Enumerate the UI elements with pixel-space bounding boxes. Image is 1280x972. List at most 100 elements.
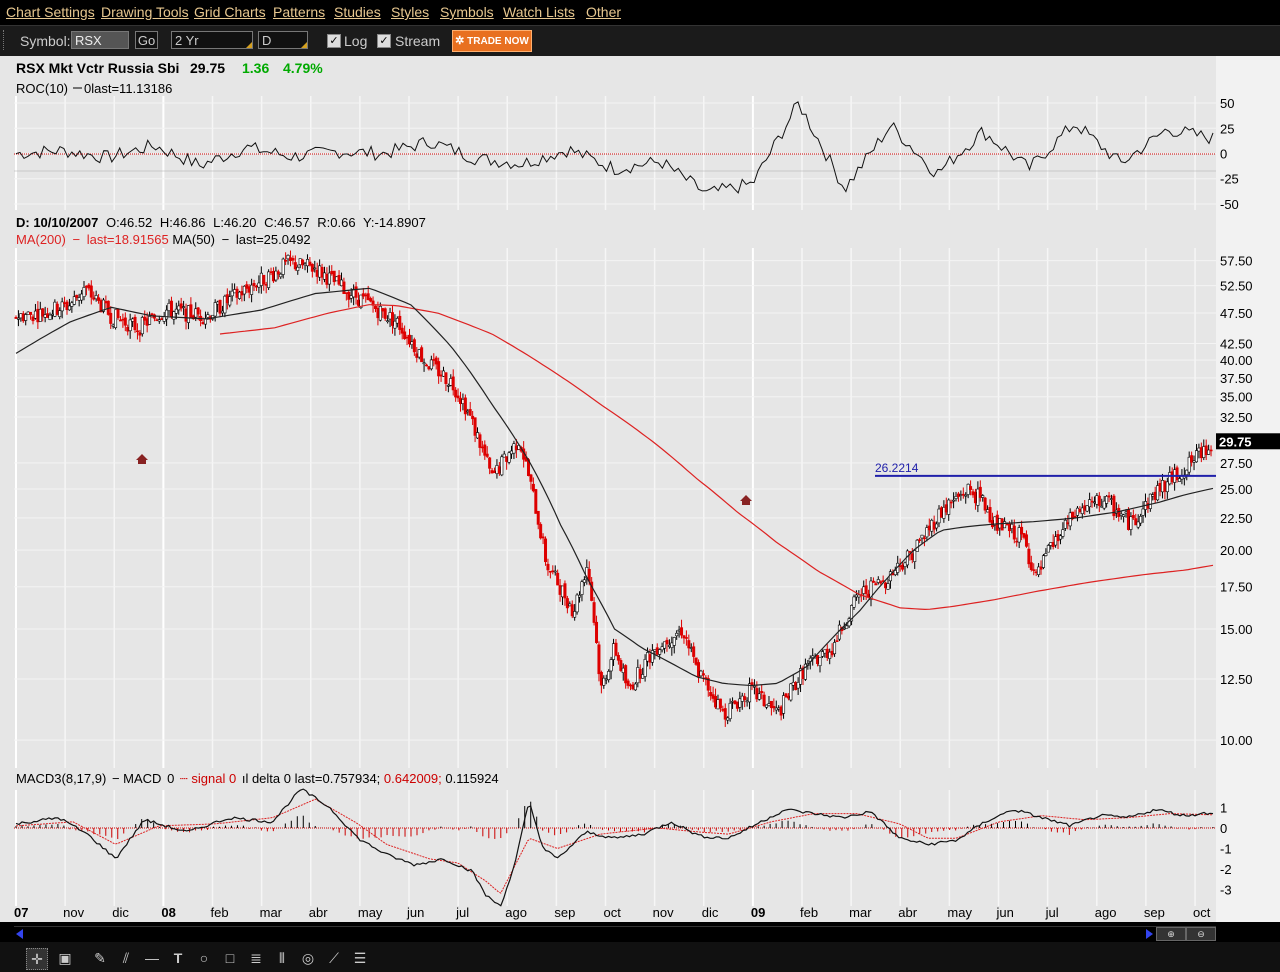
menu-other[interactable]: Other [586,4,622,20]
candle-body [1185,469,1189,476]
candle-body [684,637,688,639]
candle-body [459,397,463,404]
x-tick-label: mar [260,905,283,920]
period-select[interactable]: 2 Yr [171,31,253,49]
ohlc-high: H:46.86 [160,215,206,230]
time-scrollbar[interactable]: ⊕ ⊖ [14,926,1216,941]
candle-body [988,507,992,523]
go-button[interactable]: Go [135,31,158,49]
candle-body [356,299,360,306]
menu-patterns[interactable]: Patterns [273,4,326,20]
roc-last: 0last=11.13186 [84,81,172,96]
menu-symbols[interactable]: Symbols [440,4,494,20]
candle-body [735,701,739,709]
trade-icon: ✲ [455,35,465,47]
earnings-marker[interactable] [136,454,148,464]
candle-body [650,650,654,663]
pencil-icon[interactable]: ✎ [94,950,106,966]
menu-drawing-tools[interactable]: Drawing Tools [101,4,189,20]
spiral-icon[interactable]: ◎ [301,950,315,966]
candle-body [983,497,987,511]
candle-body [745,700,749,703]
select-icon[interactable]: ▣ [58,950,72,966]
ma50-swatch-text: − [222,232,230,247]
zoom-in-icon[interactable]: ⊕ [1156,927,1186,941]
interval-select[interactable]: D [258,31,308,49]
candle-body [1153,491,1157,500]
candle-body [1095,495,1099,505]
menu-grid-charts[interactable]: Grid Charts [194,4,266,20]
candle-body [971,491,975,496]
menu-studies[interactable]: Studies [334,4,381,20]
zoom-out-icon[interactable]: ⊖ [1186,927,1216,941]
fan-icon[interactable]: ⟋ [329,950,339,966]
candle-body [954,496,958,499]
macd-panel[interactable] [14,788,1216,907]
crosshair-icon[interactable]: ✛ [26,948,48,970]
horizontal-line-icon[interactable]: — [145,950,159,966]
candle-body [65,301,69,310]
earnings-marker[interactable] [740,495,752,505]
candle-body [1199,447,1203,459]
candle-body [952,499,956,502]
candle-body [930,519,934,532]
candle-body [835,640,839,642]
macd-axis: 1 0 -1 -2 -3 [1220,800,1232,897]
list-icon[interactable]: ☰ [353,950,367,966]
candle-body [262,274,266,285]
candle-body [1209,449,1213,452]
trendline-icon[interactable]: ⫽ [122,950,130,966]
x-axis: 07 nov dic 08 feb mar abr may jun jul ago sep oct nov… [14,905,1211,920]
candle-body [619,660,623,671]
cycle-lines-icon[interactable]: ⦀ [278,950,286,966]
x-tick-label: dic [112,905,129,920]
candle-body [235,288,239,298]
candle-body [378,305,382,321]
chart-area[interactable]: RSX Mkt Vctr Russia Sbi 29.75 1.36 4.79%… [0,56,1280,922]
candle-body [296,266,300,271]
candle-body [757,693,761,700]
scroll-left-icon[interactable] [16,929,23,939]
symbol-input[interactable]: RSX [71,31,129,49]
candle-body [128,319,132,332]
menu-watch-lists[interactable]: Watch Lists [503,4,575,20]
roc-panel[interactable] [14,101,1216,194]
candle-body [854,594,858,598]
candle-body [250,284,254,295]
price-tick-label: 25.00 [1220,482,1253,497]
candle-body [70,302,74,307]
x-tick-label: oct [604,905,622,920]
scroll-right-icon[interactable] [1146,929,1153,939]
candle-body [466,410,470,413]
ellipse-icon[interactable]: ○ [199,950,209,966]
candle-body [140,317,144,335]
candle-body [961,493,965,496]
last-price-tag [1216,433,1280,450]
candle-body [216,301,220,305]
menu-chart-settings[interactable]: Chart Settings [6,4,95,20]
candle-body [1109,498,1113,500]
candle-body [507,452,511,463]
fibonacci-icon[interactable]: ≣ [250,950,262,966]
stream-checkbox[interactable]: ✓ [377,34,391,48]
x-tick-label: feb [800,905,818,920]
log-checkbox[interactable]: ✓ [327,34,341,48]
price-panel[interactable]: 26.2214 [14,250,1216,727]
candle-body [1197,447,1201,452]
rectangle-icon[interactable]: □ [225,950,235,966]
chart-svg[interactable]: RSX Mkt Vctr Russia Sbi 29.75 1.36 4.79%… [0,56,1280,922]
candle-body [26,311,30,315]
ohlc-strip [0,210,1216,248]
trade-now-button[interactable]: ✲ TRADE NOW [452,30,532,52]
candle-body [1156,485,1160,501]
menu-styles[interactable]: Styles [391,4,430,20]
candle-body [254,285,258,288]
candle-body [738,698,742,708]
candle-body [607,671,611,680]
text-tool-icon[interactable]: T [173,950,183,966]
candle-body [551,570,555,573]
price-tick-label: 12.50 [1220,672,1253,687]
candle-body [72,296,76,305]
candle-body [46,313,50,318]
candle-body [750,682,754,686]
